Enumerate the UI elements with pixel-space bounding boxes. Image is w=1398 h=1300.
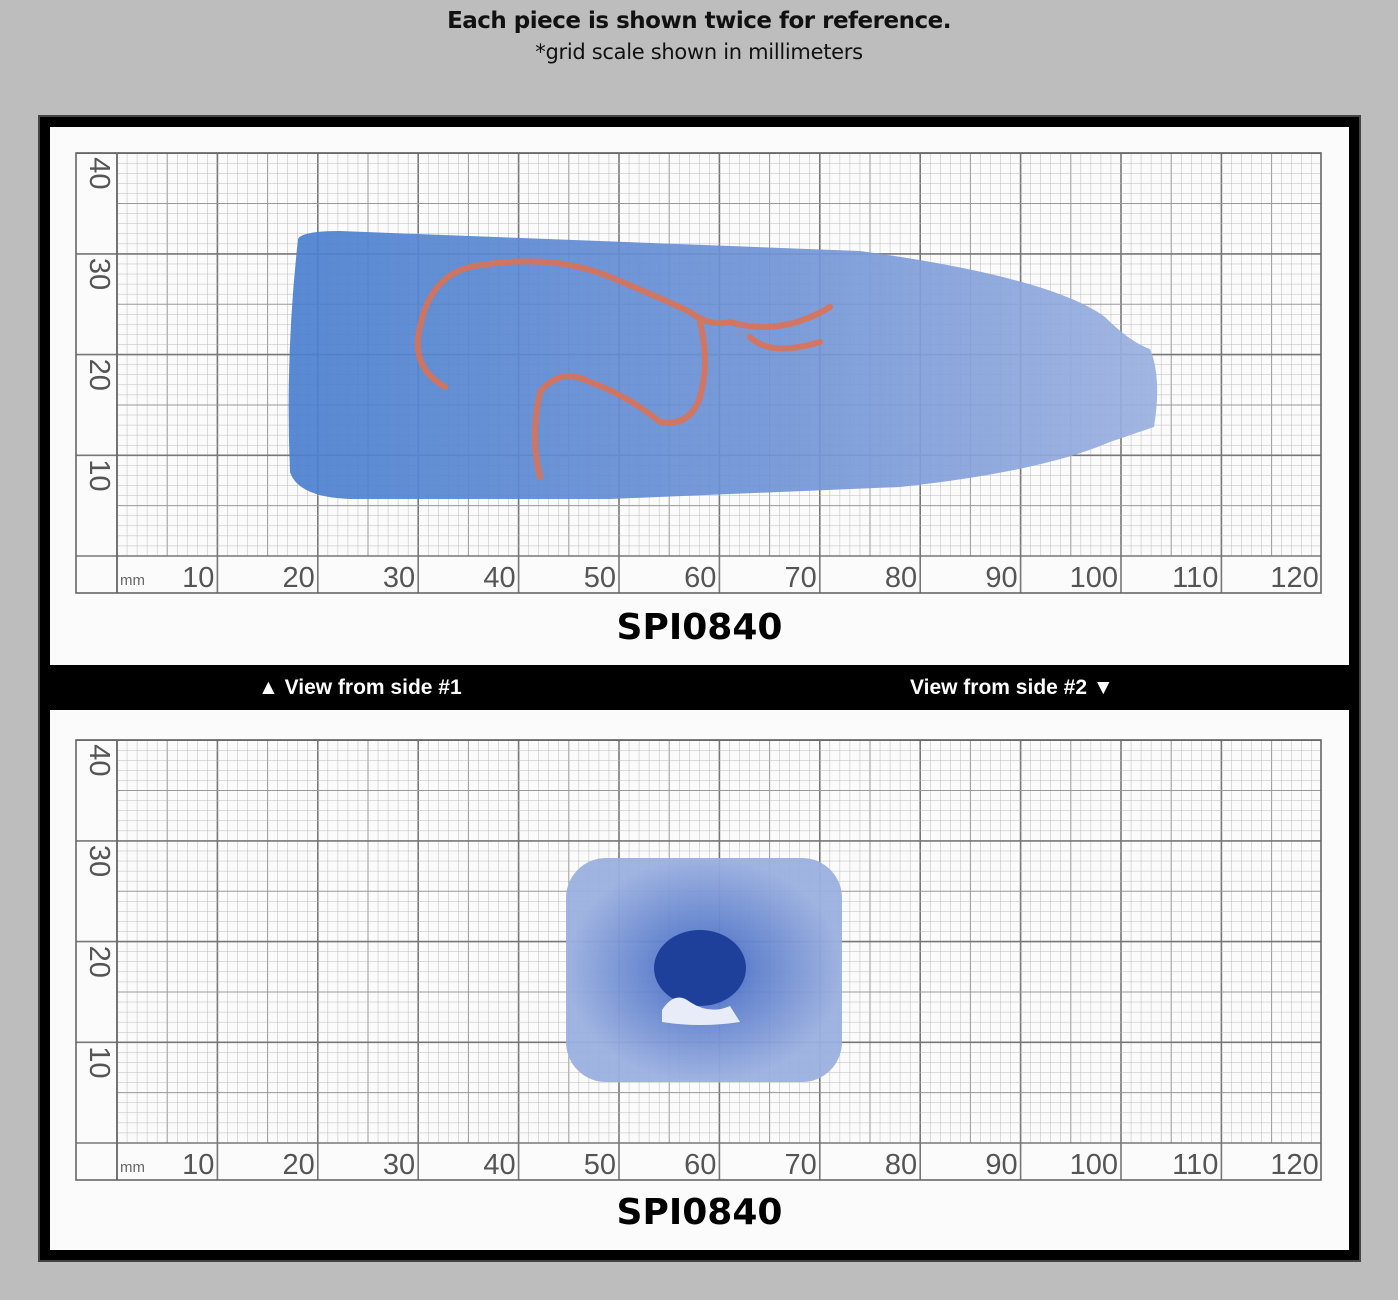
x-tick-label: 100 <box>1070 1149 1118 1181</box>
x-tick-label: 30 <box>383 1149 415 1181</box>
y-tick-label: 20 <box>83 946 115 978</box>
x-tick-label: 20 <box>283 562 315 594</box>
x-tick-label: 110 <box>1172 562 1218 594</box>
glass-piece <box>288 231 1158 499</box>
side-2-caption: View from side #2 ▼ <box>910 676 1114 699</box>
x-tick-label: 120 <box>1270 1149 1318 1181</box>
grid-border <box>75 152 1322 594</box>
x-tick-label: 80 <box>885 1149 917 1181</box>
view-panel-side-2: mm 10 20 30 40 50 60 70 80 90 100 110 120 10 20 30 40 SP… <box>50 710 1349 1250</box>
y-tick-label: 30 <box>83 258 115 290</box>
grid-border <box>75 739 1322 1181</box>
y-tick-label: 20 <box>83 359 115 391</box>
y-tick-label: 30 <box>83 845 115 877</box>
x-tick-label: 40 <box>483 562 515 594</box>
x-tick-label: 50 <box>584 1149 616 1181</box>
side-1-caption: ▲ View from side #1 <box>258 676 462 699</box>
x-tick-label: 80 <box>885 562 917 594</box>
x-tick-label: 110 <box>1172 1149 1218 1181</box>
piece-code: SPI0840 <box>616 1192 783 1233</box>
x-tick-label: 60 <box>684 1149 716 1181</box>
x-tick-label: 10 <box>182 1149 214 1181</box>
y-tick-label: 40 <box>83 157 115 189</box>
x-tick-label: 40 <box>483 1149 515 1181</box>
x-tick-label: 50 <box>584 562 616 594</box>
piece-code: SPI0840 <box>616 607 783 648</box>
y-tick-label: 40 <box>83 744 115 776</box>
x-tick-label: 20 <box>283 1149 315 1181</box>
glass-bore <box>654 930 746 1006</box>
x-tick-label: 10 <box>182 562 214 594</box>
y-tick-label: 10 <box>83 459 115 491</box>
x-tick-label: 90 <box>985 562 1017 594</box>
unit-label: mm <box>120 572 145 589</box>
grid-photo-side-2: mm 10 20 30 40 50 60 70 80 90 100 110 120 10 20 30 40 <box>75 739 1322 1181</box>
y-tick-label: 10 <box>83 1046 115 1078</box>
x-tick-label: 100 <box>1070 562 1118 594</box>
x-tick-label: 60 <box>684 562 716 594</box>
x-tick-label: 120 <box>1270 562 1318 594</box>
x-tick-label: 70 <box>785 1149 817 1181</box>
x-tick-label: 70 <box>785 562 817 594</box>
unit-label: mm <box>120 1159 145 1176</box>
grid-photo-side-1: mm 10 20 30 40 50 60 70 80 90 100 110 120 10 20 30 40 <box>75 152 1322 594</box>
glass-highlight <box>662 997 740 1025</box>
page-title: Each piece is shown twice for reference. <box>447 8 951 34</box>
page-subtitle: *grid scale shown in millimeters <box>535 40 863 64</box>
orange-marking <box>414 258 833 480</box>
x-tick-label: 30 <box>383 562 415 594</box>
view-panel-side-1: mm 10 20 30 40 50 60 70 80 90 100 110 120 10 20 30 40 SP… <box>50 127 1349 665</box>
x-tick-label: 90 <box>985 1149 1017 1181</box>
